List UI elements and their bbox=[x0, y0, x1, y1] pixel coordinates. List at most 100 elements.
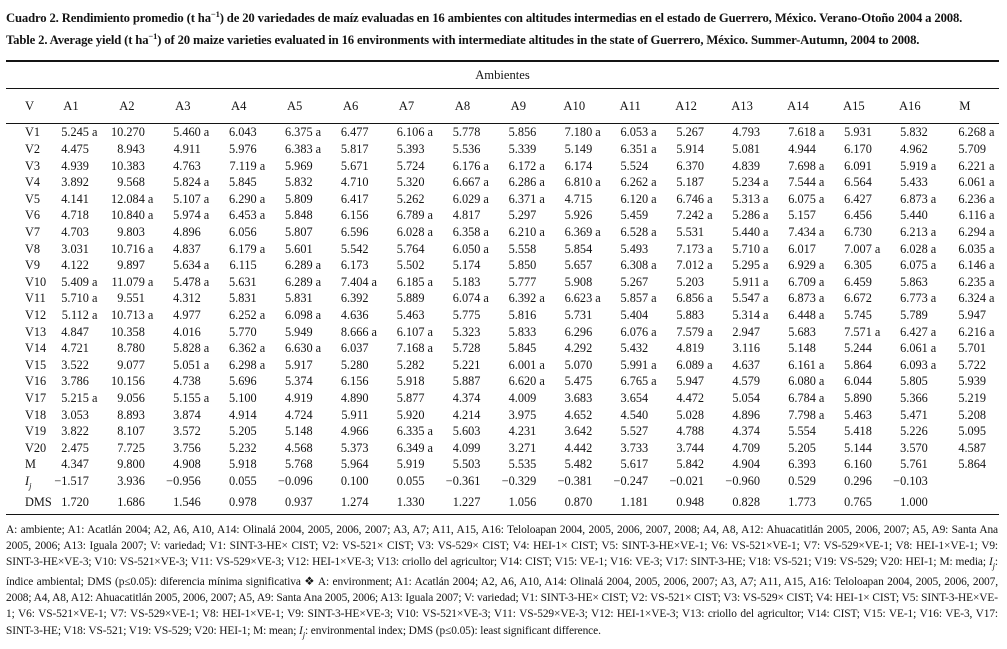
table-cell: 7.180 a bbox=[564, 125, 601, 140]
table-cell: 3.756 bbox=[173, 440, 201, 455]
table-cell: 5.778 bbox=[452, 125, 481, 140]
table-cell: 6.216 a bbox=[958, 324, 995, 339]
table-cell: 6.369 a bbox=[564, 225, 601, 240]
table-cell: 5.187 bbox=[676, 175, 705, 190]
table-cell: 6.358 a bbox=[452, 225, 489, 240]
table-cell: 9.568 bbox=[117, 175, 145, 190]
table-cell: 5.100 bbox=[229, 390, 257, 405]
table-cell: 5.095 bbox=[958, 424, 986, 439]
footnote-segment: I bbox=[988, 556, 993, 569]
row-label: V15 bbox=[25, 357, 47, 372]
table-cell: 5.282 bbox=[396, 357, 425, 372]
table-cell: 7.119 a bbox=[229, 158, 266, 173]
table-cell: 1.000 bbox=[884, 493, 941, 515]
table-cell: 4.472 bbox=[676, 390, 705, 405]
table-cell: 4.579 bbox=[732, 374, 760, 389]
table-cell: 6.789 a bbox=[396, 208, 433, 223]
table-cell: 5.174 bbox=[452, 258, 481, 273]
table-cell: 8.893 bbox=[117, 407, 145, 422]
table-cell: 5.833 bbox=[508, 324, 537, 339]
table-cell: 5.503 bbox=[452, 457, 481, 472]
row-label: V1 bbox=[25, 125, 41, 140]
table-cell bbox=[941, 473, 999, 494]
table-cell: 10.383 bbox=[111, 158, 145, 173]
table-cell: 4.122 bbox=[61, 258, 89, 273]
table-cell: 5.917 bbox=[284, 357, 313, 372]
table-cell: 3.786 bbox=[61, 374, 89, 389]
table-caption: Cuadro 2. Rendimiento promedio (t ha−1) … bbox=[6, 5, 999, 49]
table-cell: 6.335 a bbox=[396, 424, 433, 439]
table-cell: 12.084 a bbox=[111, 191, 154, 206]
table-cell: 3.522 bbox=[61, 357, 89, 372]
table-cell: 6.037 bbox=[340, 341, 369, 356]
table-cell: 0.529 bbox=[788, 473, 816, 488]
table-row: V18 3.053 8.893 3.874 4.914 4.724 5.911 5.920 4.… bbox=[6, 407, 999, 424]
table-cell: 2.947 bbox=[732, 324, 760, 339]
table-row: V9 4.122 9.897 5.634 a 6.115 6.289 a 6.173 5.502 5… bbox=[6, 257, 999, 274]
table-cell: 6.765 a bbox=[620, 374, 657, 389]
table-cell: 4.904 bbox=[732, 457, 760, 472]
table-cell: 5.976 bbox=[229, 142, 257, 157]
row-label: V11 bbox=[25, 291, 46, 306]
table-cell: 4.475 bbox=[61, 142, 89, 157]
table-cell: 5.535 bbox=[508, 457, 537, 472]
table-cell: 9.551 bbox=[117, 291, 145, 306]
table-cell: 5.848 bbox=[284, 208, 313, 223]
table-cell: 6.174 bbox=[564, 158, 593, 173]
table-cell: 5.969 bbox=[284, 158, 313, 173]
table-cell: 6.028 a bbox=[396, 225, 433, 240]
table-cell: 5.634 a bbox=[173, 258, 210, 273]
table-cell: 5.536 bbox=[452, 142, 481, 157]
table-cell: 6.093 a bbox=[900, 357, 937, 372]
table-cell: 7.725 bbox=[117, 440, 145, 455]
table-cell: 5.856 bbox=[508, 125, 537, 140]
table-cell: 5.051 a bbox=[173, 357, 210, 372]
table-cell: 5.409 a bbox=[61, 274, 98, 289]
table-cell: 5.974 a bbox=[173, 208, 210, 223]
table-cell: 3.975 bbox=[508, 407, 537, 422]
table-cell: 4.141 bbox=[61, 191, 89, 206]
table-cell: 6.286 a bbox=[508, 175, 545, 190]
table-cell: 5.459 bbox=[620, 208, 649, 223]
table-cell: 5.221 bbox=[452, 357, 481, 372]
table-cell: 6.564 bbox=[844, 175, 872, 190]
col-header-A10: A10 bbox=[549, 88, 606, 125]
table-cell: 5.947 bbox=[676, 374, 705, 389]
table-cell: 6.370 bbox=[676, 158, 705, 173]
table-cell: 6.115 bbox=[229, 258, 257, 273]
table-cell: 4.374 bbox=[732, 424, 760, 439]
table-cell: 1.546 bbox=[157, 493, 214, 515]
row-label: V18 bbox=[25, 407, 47, 422]
table-cell: 5.524 bbox=[620, 158, 649, 173]
table-cell: 6.709 a bbox=[788, 274, 825, 289]
table-cell: 3.053 bbox=[61, 407, 89, 422]
table-cell: 5.931 bbox=[844, 125, 872, 140]
table-cell: 5.440 bbox=[900, 208, 928, 223]
table-cell: 5.502 bbox=[396, 258, 425, 273]
table-cell: 4.710 bbox=[340, 175, 369, 190]
table-cell: 6.623 a bbox=[564, 291, 601, 306]
col-header-A1: A1 bbox=[46, 88, 102, 125]
table-cell: 6.746 a bbox=[676, 191, 713, 206]
table-cell: 6.630 a bbox=[284, 341, 322, 356]
table-cell: −0.247 bbox=[613, 473, 649, 488]
table-cell: 5.947 bbox=[958, 308, 986, 322]
row-label: V8 bbox=[25, 241, 41, 256]
table-cell: 5.817 bbox=[340, 142, 369, 157]
table-row: V10 5.409 a 11.079 a 5.478 a 5.631 6.289 a 7.404 a 6… bbox=[6, 274, 999, 291]
table-cell: 7.798 a bbox=[788, 407, 825, 422]
table-cell: 5.267 bbox=[620, 274, 649, 289]
table-cell: 5.226 bbox=[900, 424, 928, 439]
table-cell: 0.100 bbox=[340, 473, 369, 488]
table-cell: 6.427 bbox=[844, 191, 872, 206]
col-header-A8: A8 bbox=[437, 88, 494, 125]
table-cell: 4.763 bbox=[173, 158, 201, 173]
col-header-A7: A7 bbox=[381, 88, 438, 125]
table-cell: 3.654 bbox=[620, 390, 649, 405]
table-cell: 5.722 bbox=[958, 357, 986, 372]
table-cell: 9.803 bbox=[117, 225, 145, 240]
table-cell: 6.856 a bbox=[676, 291, 713, 306]
col-header-A3: A3 bbox=[157, 88, 214, 125]
footnote-segment: : índice ambiental; DMS (p≤0.05): difere… bbox=[6, 556, 998, 637]
table-cell: 8.943 bbox=[117, 142, 145, 157]
